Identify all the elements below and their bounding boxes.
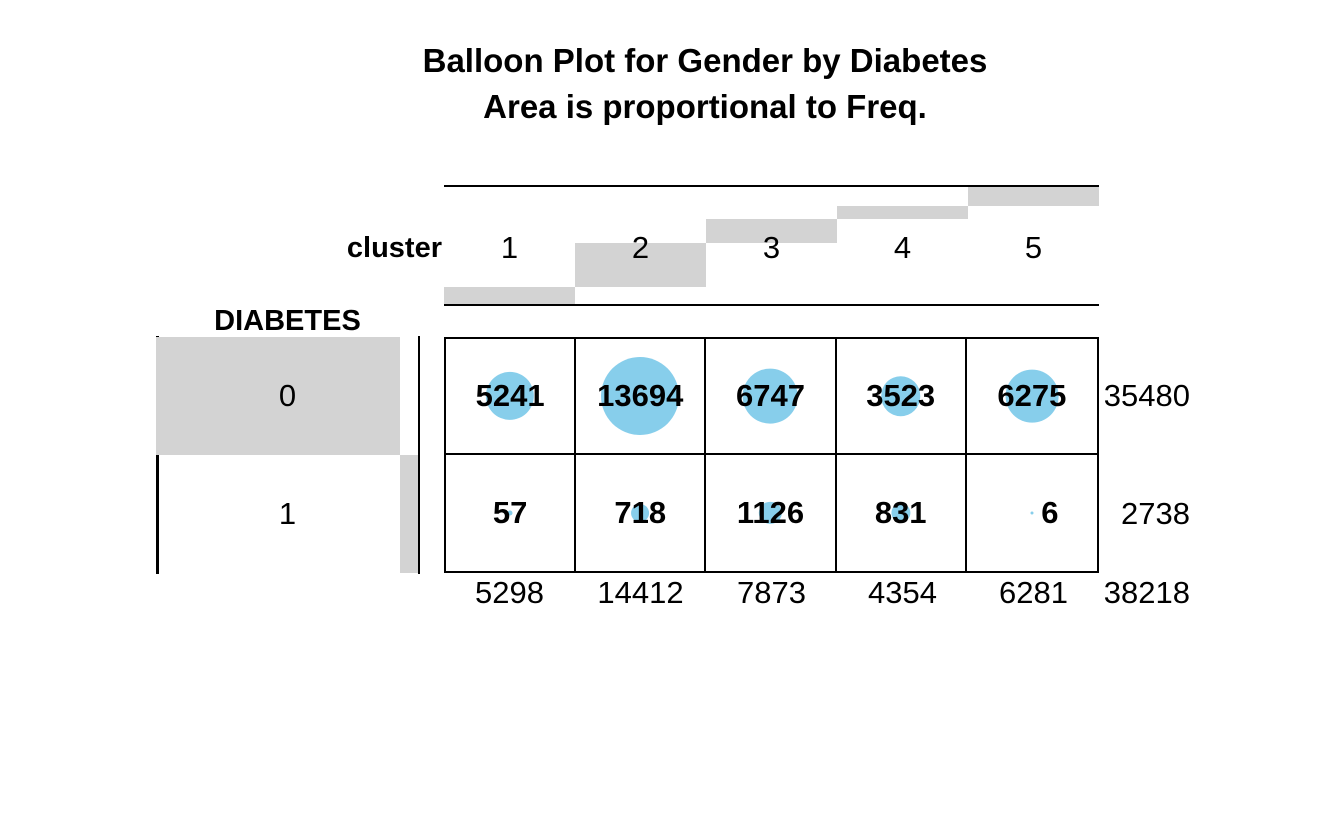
table-cell: 718	[576, 455, 707, 571]
balloon	[631, 504, 650, 522]
column-total: 6281	[999, 575, 1068, 610]
column-margin-bar	[706, 219, 837, 244]
chart-title-line2: Area is proportional to Freq.	[483, 88, 927, 125]
balloon	[601, 357, 680, 435]
row-label-right-rule	[417, 336, 420, 574]
column-labels: 1 2 3 4 5	[444, 229, 1099, 267]
column-total: 4354	[868, 575, 937, 610]
column-total: 5298	[475, 575, 544, 610]
balloon	[507, 510, 513, 516]
column-label: 5	[1024, 230, 1043, 265]
balloon	[743, 368, 798, 424]
row-total: 2738	[1121, 496, 1190, 531]
cell-value: 6275	[997, 378, 1067, 413]
column-header-bottom-rule	[444, 303, 1099, 306]
table-cell: 6	[967, 455, 1097, 571]
y-axis-title: DIABETES	[214, 304, 361, 337]
grand-total: 38218	[1103, 575, 1190, 610]
row-label: 0	[278, 378, 297, 413]
column-label: 3	[762, 230, 781, 265]
table-cell: 831	[837, 455, 967, 571]
cell-value: 13694	[597, 378, 684, 413]
table-cell: 6275	[966, 339, 1097, 455]
table-cell: 5241	[446, 339, 577, 455]
x-axis-title: cluster	[346, 231, 442, 264]
balloon	[880, 376, 921, 416]
cell-value: 5241	[475, 378, 545, 413]
column-total: 7873	[737, 575, 806, 610]
row-margin-bar	[156, 337, 401, 455]
balloon	[1005, 369, 1059, 423]
cell-value: 6747	[736, 378, 805, 413]
row-total: 35480	[1103, 378, 1190, 413]
table-cell: 3523	[836, 339, 967, 455]
column-label: 4	[893, 230, 912, 265]
cell-value: 831	[874, 495, 927, 530]
cell-value: 718	[614, 495, 667, 530]
balloon	[759, 501, 782, 525]
column-margin-bar	[968, 187, 1099, 207]
cell-value: 6	[1041, 495, 1059, 530]
column-label: 2	[631, 230, 650, 265]
column-header-top-rule	[444, 184, 1099, 187]
balloon	[1030, 511, 1034, 515]
balloon	[485, 371, 535, 421]
column-margin-bars	[444, 187, 1099, 304]
table-cell: 57	[446, 455, 577, 571]
chart-title: Balloon Plot for Gender by Diabetes Area…	[220, 38, 1190, 130]
column-total: 14412	[597, 575, 684, 610]
row-margin-bar	[400, 455, 419, 573]
column-totals: 5298 14412 7873 4354 6281	[444, 575, 1099, 610]
balloon	[891, 503, 911, 523]
column-margin-bar	[444, 287, 575, 304]
row-label: 1	[278, 496, 297, 531]
table-cell: 13694	[576, 339, 707, 455]
chart-title-line1: Balloon Plot for Gender by Diabetes	[422, 42, 988, 79]
cell-value: 3523	[866, 378, 936, 413]
table-cell: 6747	[706, 339, 837, 455]
cell-value: 57	[492, 495, 528, 530]
column-margin-bar	[837, 206, 968, 220]
cell-value: 1126	[736, 495, 805, 530]
balloon-table: 5241 13694 6747 3523 6275 57 718 1126 831 6	[444, 337, 1099, 573]
table-cell: 1126	[706, 455, 837, 571]
column-label: 1	[500, 230, 519, 265]
column-margin-bar	[575, 243, 706, 288]
